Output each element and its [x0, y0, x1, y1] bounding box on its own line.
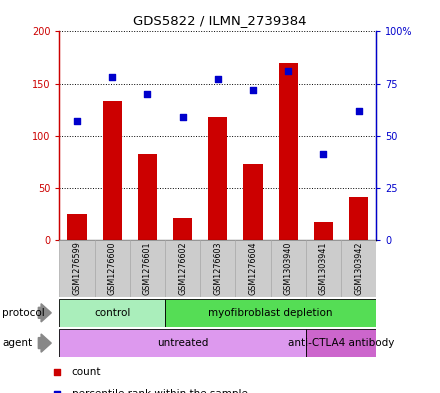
Point: [285, 68, 292, 74]
Bar: [279, 62, 298, 240]
Text: GDS5822 / ILMN_2739384: GDS5822 / ILMN_2739384: [133, 14, 307, 27]
Point: [249, 86, 257, 93]
Text: untreated: untreated: [157, 338, 208, 348]
Bar: [67, 214, 87, 240]
Bar: [173, 218, 192, 240]
Point: [355, 107, 362, 114]
Point: [109, 74, 116, 81]
Text: percentile rank within the sample: percentile rank within the sample: [72, 389, 248, 393]
Bar: [165, 240, 200, 297]
Bar: [243, 164, 263, 240]
Point: [54, 369, 61, 375]
Bar: [103, 101, 122, 240]
Point: [73, 118, 81, 124]
Bar: [165, 299, 376, 327]
Text: GSM1276601: GSM1276601: [143, 241, 152, 295]
Text: myofibroblast depletion: myofibroblast depletion: [209, 308, 333, 318]
Point: [320, 151, 327, 158]
Point: [214, 76, 221, 83]
Text: GSM1276604: GSM1276604: [249, 241, 257, 295]
Text: GSM1276600: GSM1276600: [108, 241, 117, 295]
Bar: [138, 154, 157, 240]
Bar: [235, 240, 271, 297]
Point: [54, 391, 61, 393]
Bar: [95, 240, 130, 297]
FancyArrow shape: [38, 304, 51, 322]
Text: protocol: protocol: [2, 308, 45, 318]
Text: anti-CTLA4 antibody: anti-CTLA4 antibody: [288, 338, 394, 348]
Text: GSM1303940: GSM1303940: [284, 241, 293, 295]
Text: agent: agent: [2, 338, 32, 348]
Bar: [349, 197, 368, 240]
Bar: [208, 117, 227, 240]
Bar: [314, 222, 333, 240]
Bar: [59, 329, 306, 357]
Text: control: control: [94, 308, 130, 318]
FancyArrow shape: [38, 334, 51, 352]
Text: GSM1303941: GSM1303941: [319, 241, 328, 295]
Bar: [306, 240, 341, 297]
Bar: [130, 240, 165, 297]
Bar: [200, 240, 235, 297]
Point: [179, 114, 186, 120]
Bar: [271, 240, 306, 297]
Bar: [59, 299, 165, 327]
Text: GSM1276599: GSM1276599: [73, 241, 81, 295]
Text: GSM1276602: GSM1276602: [178, 241, 187, 295]
Bar: [59, 240, 95, 297]
Text: count: count: [72, 367, 101, 377]
Text: GSM1276603: GSM1276603: [213, 241, 222, 295]
Point: [144, 91, 151, 97]
Bar: [341, 240, 376, 297]
Text: GSM1303942: GSM1303942: [354, 241, 363, 295]
Bar: [306, 329, 376, 357]
